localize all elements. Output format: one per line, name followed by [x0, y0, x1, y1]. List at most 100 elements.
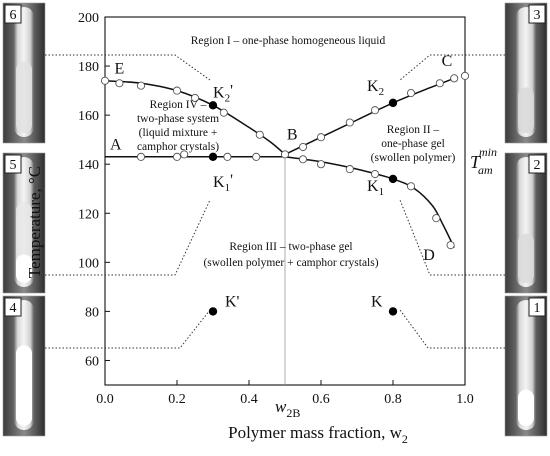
k-point-label: K1'	[213, 172, 233, 194]
tube-number-5: 5	[10, 158, 17, 173]
filled-point	[208, 101, 218, 110]
point-label-D: D	[423, 247, 435, 264]
tube-liquid	[518, 87, 534, 133]
k-point-label: K2	[367, 78, 384, 98]
y-tick-label-60: 60	[85, 354, 99, 369]
open-data-point	[255, 130, 264, 139]
test-tube-4: 4	[2, 295, 46, 437]
open-data-point	[406, 182, 416, 191]
x-axis-title-sub: 2	[402, 432, 408, 446]
tube-number-box	[4, 4, 22, 24]
tam-min-label: Tmin am	[470, 145, 497, 177]
tam-min-main: T	[470, 152, 482, 172]
open-data-point	[450, 74, 459, 83]
region-1-label: Region I – one-phase homogeneous liquid	[191, 35, 386, 47]
region-4-label-line-3: (liquid mixture +	[139, 127, 218, 139]
open-data-point	[316, 160, 326, 169]
k-label-prime: '	[230, 82, 233, 99]
test-tube-5: 5	[2, 152, 46, 294]
w2b-label: w2B	[275, 397, 300, 420]
point-label-B: B	[287, 127, 298, 144]
open-data-point	[345, 165, 354, 174]
k-point-label: K1	[367, 178, 384, 198]
region-3-label-line-2: (swollen polymer + camphor crystals)	[203, 257, 378, 269]
tube-number-4: 4	[10, 301, 17, 316]
open-data-point	[115, 79, 124, 88]
k-label-sub: 1	[379, 186, 385, 198]
k-point-label: K2'	[213, 82, 233, 104]
k-label-main: K	[213, 84, 225, 101]
region-4-label-line-4: camphor crystals)	[137, 141, 219, 153]
tube-number-box	[528, 4, 546, 24]
tube-number-box	[4, 297, 22, 317]
tube-number-1: 1	[534, 301, 541, 316]
x-axis-title-main: Polymer mass fraction, w	[228, 423, 402, 442]
x-tick-label-0.6: 0.6	[312, 392, 330, 407]
k-label-main: K	[213, 174, 225, 191]
tube-number-box	[528, 297, 546, 317]
open-data-point	[345, 118, 354, 127]
k-point-label: K'	[225, 293, 240, 310]
tube-crystals	[16, 254, 32, 283]
region-2-label-line-3: (swollen polymer)	[371, 152, 456, 164]
open-data-point	[136, 152, 146, 161]
w2b-label-sub: 2B	[286, 406, 300, 420]
open-data-point	[219, 108, 228, 117]
y-tick-label-120: 120	[78, 207, 99, 222]
test-tube-photos: 6 5 4 3 2 1	[2, 2, 548, 437]
region-4-label-line-1: Region IV –	[150, 99, 207, 111]
region-2-label-line-1: Region II –	[387, 124, 440, 136]
tam-min-sup: min	[479, 145, 497, 159]
open-data-point	[460, 71, 470, 80]
k-label-sub: 2	[225, 92, 231, 104]
region-3-label-line-1: Region III – two-phase gel	[229, 241, 352, 253]
connector-line-6	[399, 309, 505, 349]
k-label-main: K	[367, 178, 379, 195]
test-tube-6: 6	[2, 2, 46, 144]
open-data-point	[432, 214, 441, 223]
open-data-point	[172, 152, 182, 161]
connector-line-1	[45, 54, 211, 81]
open-data-point	[180, 150, 189, 159]
region-4-label-line-2: two-phase system	[137, 113, 219, 125]
open-data-point	[136, 81, 146, 90]
y-axis-title: Temperature, °C	[25, 166, 44, 278]
point-label-A: A	[110, 136, 122, 153]
connector-line-2	[45, 199, 211, 276]
x-axis-title: Polymer mass fraction, w2	[228, 423, 408, 446]
x-tick-label-0.2: 0.2	[168, 392, 186, 407]
tube-number-box	[4, 154, 22, 174]
point-label-C: C	[442, 53, 453, 70]
tube-number-6: 6	[10, 8, 17, 23]
open-data-point	[190, 93, 200, 103]
open-data-point	[100, 76, 110, 85]
tube-crystals	[16, 345, 32, 426]
tube-number-box	[528, 154, 546, 174]
tube-crystals	[518, 389, 534, 426]
w2b-label-main: w	[275, 397, 287, 416]
region-2-label-line-2: one-phase gel	[381, 138, 445, 150]
y-tick-label-140: 140	[78, 158, 99, 173]
point-label-E: E	[115, 60, 125, 77]
x-tick-label-0: 0.0	[96, 392, 114, 407]
test-tube-2: 2	[504, 152, 548, 294]
k-point-label: K	[371, 293, 383, 310]
curve-BD	[284, 156, 455, 248]
k-label-sub: 2	[379, 86, 385, 98]
open-data-point	[280, 150, 290, 159]
open-data-point	[252, 152, 261, 161]
y-tick-label-100: 100	[78, 256, 99, 271]
open-data-point	[370, 169, 380, 179]
k-label-sub: 1	[225, 182, 231, 194]
filled-point	[388, 307, 398, 316]
plot-frame: 60 80 100 120 140 160 180 200 0.0 0.2 0.4 0.6 0.8 1.0	[78, 11, 474, 407]
open-data-point	[298, 142, 308, 152]
tam-min-sub: am	[478, 163, 493, 177]
tube-liquid	[518, 233, 534, 283]
x-tick-label-0.4: 0.4	[240, 392, 258, 407]
open-data-point	[406, 89, 416, 98]
connector-line-5	[399, 199, 505, 276]
connector-line-3	[45, 309, 211, 349]
